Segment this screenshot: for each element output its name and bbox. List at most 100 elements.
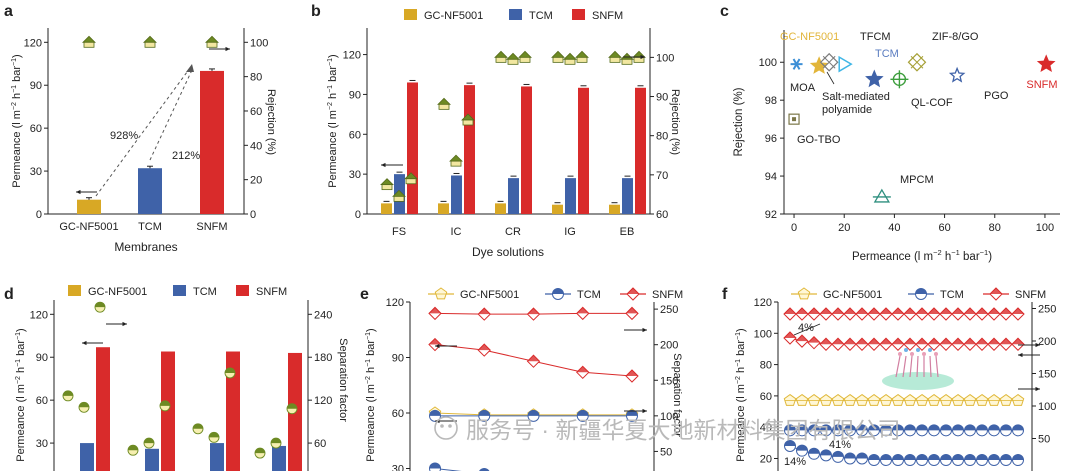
right-tick-label: 180 xyxy=(314,352,332,364)
marker-diamond-half xyxy=(844,338,856,345)
marker-diamond-half xyxy=(904,308,916,314)
arrow-head xyxy=(122,321,127,327)
left-tick-label: 100 xyxy=(754,328,772,340)
marker-half xyxy=(528,410,539,416)
marker-base xyxy=(393,195,405,202)
y-tick-label: 92 xyxy=(765,209,777,221)
marker-diamond-half xyxy=(868,308,880,314)
annotation-14: 14% xyxy=(784,456,806,468)
right-tick-label: 60 xyxy=(656,209,668,221)
marker-pentagon xyxy=(903,393,917,406)
axis-unit: ) xyxy=(988,251,992,263)
left-tick-label: 120 xyxy=(343,50,361,62)
bar-SNFM xyxy=(200,70,224,214)
marker-diamond-half xyxy=(820,308,832,314)
marker-diamond-half xyxy=(626,307,638,314)
marker-half xyxy=(856,452,868,459)
inset-particle xyxy=(910,352,914,356)
y-tick-label: 94 xyxy=(765,171,777,183)
sep-marker-top xyxy=(160,400,170,406)
axis-unit: h xyxy=(327,93,339,102)
wechat-icon xyxy=(434,416,458,440)
marker-top xyxy=(518,50,532,58)
marker-pentagon xyxy=(927,393,941,406)
superscript: −2 xyxy=(365,376,372,384)
x-tick-label: GC-NF5001 xyxy=(59,221,118,233)
marker-half xyxy=(784,440,796,446)
y2-axis-label: Separation factor xyxy=(671,353,683,437)
right-tick-label: 150 xyxy=(1038,369,1056,381)
marker-half xyxy=(1012,454,1024,461)
bar-EB-0 xyxy=(609,204,620,214)
bar-IC-1 xyxy=(451,175,462,214)
axis-unit: h xyxy=(15,367,27,376)
superscript: −2 xyxy=(15,376,22,384)
marker-diamond-half xyxy=(856,338,868,345)
legend-swatch xyxy=(404,9,417,20)
marker-diamond-half xyxy=(527,355,540,362)
inset-membrane xyxy=(882,372,954,390)
left-tick-label: 40 xyxy=(760,422,772,434)
marker-half xyxy=(952,424,964,431)
y-axis-label: Permeance (l m−2 h−1 bar−1) xyxy=(365,328,377,461)
panel-label-a: a xyxy=(4,3,13,20)
axis-unit: h xyxy=(11,93,23,102)
superscript: −1 xyxy=(980,248,989,257)
tri-marker xyxy=(873,188,890,203)
marker-half xyxy=(964,424,976,431)
bar-EB-2 xyxy=(635,87,646,214)
marker-half xyxy=(976,424,988,431)
legend-label: GC-NF5001 xyxy=(460,289,519,301)
marker-pentagon xyxy=(891,393,905,406)
marker-half xyxy=(479,468,489,471)
inset-fibre xyxy=(909,355,913,378)
marker-half xyxy=(892,454,904,461)
legend-label: TCM xyxy=(577,289,601,301)
star-marker xyxy=(948,66,966,83)
y-axis-label: Rejection (%) xyxy=(733,87,745,156)
marker-diamond-half xyxy=(952,308,964,314)
left-tick-label: 30 xyxy=(36,438,48,450)
marker-diamond-half xyxy=(576,366,589,373)
annotation-212: 212% xyxy=(172,150,200,162)
marker-half xyxy=(1000,424,1012,431)
marker-half xyxy=(880,424,892,431)
sep-marker-top xyxy=(225,367,235,373)
marker-diamond-half xyxy=(478,308,491,315)
sep-marker-top xyxy=(193,423,203,429)
marker-top xyxy=(551,50,565,58)
x-tick-label: EB xyxy=(620,226,635,238)
right-tick-label: 240 xyxy=(314,309,332,321)
marker-half xyxy=(916,454,928,461)
inset-particle xyxy=(904,348,908,352)
marker-base xyxy=(564,58,576,65)
arrow-head xyxy=(435,343,440,349)
point-label: MPCM xyxy=(900,174,934,186)
marker-half xyxy=(832,451,844,457)
marker-diamond-half xyxy=(796,308,808,314)
marker-diamond-half xyxy=(904,338,916,345)
annotation-4: 4% xyxy=(798,322,814,334)
left-tick-label: 60 xyxy=(392,408,404,420)
inset-particle xyxy=(934,352,938,356)
legend-label: SNFM xyxy=(1015,289,1046,301)
left-tick-label: 60 xyxy=(760,391,772,403)
axis-unit: h xyxy=(735,367,747,376)
superscript: −1 xyxy=(327,85,334,93)
watermark: 服务号 · 新疆华夏大地新材料集团有限公司 xyxy=(434,416,900,443)
axis-unit: ) xyxy=(11,54,23,58)
left-tick-label: 30 xyxy=(392,464,404,471)
marker-half xyxy=(1012,424,1024,431)
left-tick-label: 120 xyxy=(386,297,404,309)
x-tick-label: IG xyxy=(564,226,576,238)
right-tick-label: 100 xyxy=(250,37,268,49)
inset-particle xyxy=(928,348,932,352)
y-axis-label: Permeance (l m−2 h−1 bar−1) xyxy=(15,328,27,461)
marker-diamond-half xyxy=(892,338,904,345)
sep-marker-top xyxy=(63,390,73,396)
xsq-cross xyxy=(822,55,836,69)
marker-pentagon xyxy=(999,393,1013,406)
axis-unit: h xyxy=(365,367,377,376)
marker-half xyxy=(904,454,916,461)
superscript: −1 xyxy=(735,332,742,340)
